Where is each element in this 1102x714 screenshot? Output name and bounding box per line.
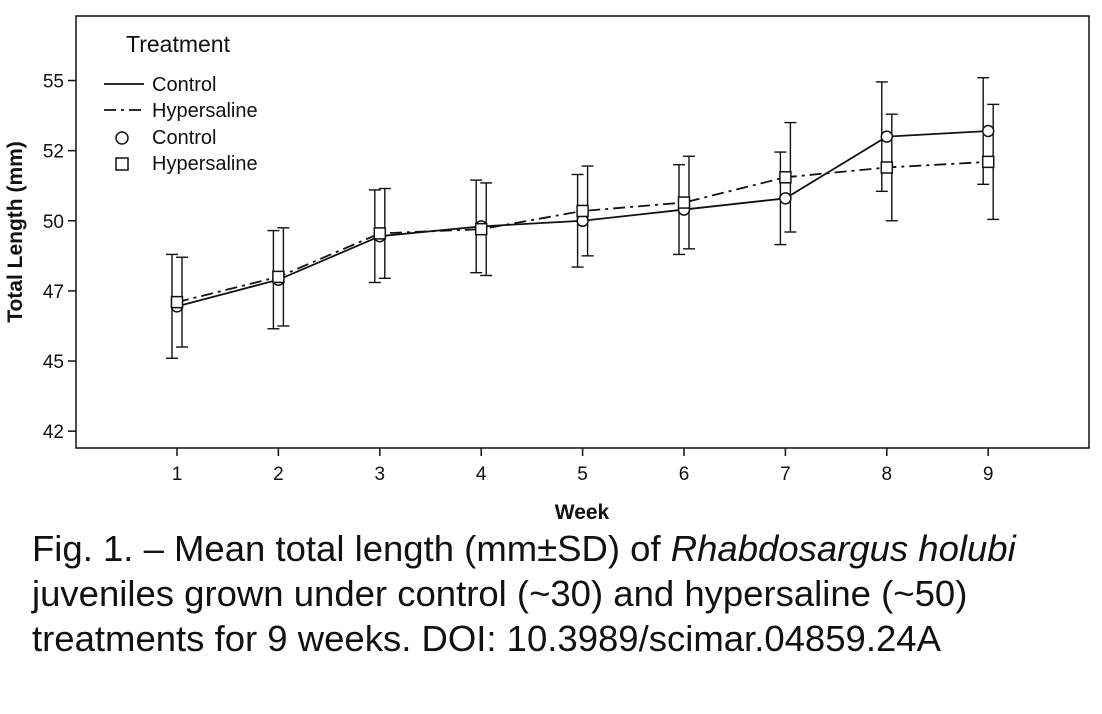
x-axis: 1 2 3 4 5 6 7 8 9 — [172, 448, 994, 485]
data-point-control — [779, 192, 792, 205]
x-tick-label: 7 — [780, 464, 791, 485]
data-point-control — [981, 124, 995, 138]
data-point-hypersaline — [272, 270, 285, 284]
series-line-hypersaline — [176, 160, 989, 304]
data-point-hypersaline — [677, 196, 691, 209]
legend-label-control-marker: Control — [152, 127, 216, 149]
data-point-control — [880, 130, 894, 143]
legend: Treatment Control Hypersaline Control Hy… — [104, 31, 258, 175]
caption-species: Rhabdosargus holubi — [670, 528, 1016, 569]
legend-marker-square — [115, 157, 129, 171]
data-point-hypersaline — [981, 155, 995, 169]
caption-prefix: Fig. 1. – Mean total length (mm±SD) of — [32, 528, 671, 569]
x-tick-label: 8 — [882, 464, 893, 485]
x-tick-label: 4 — [476, 464, 487, 485]
caption-suffix: juveniles grown under control (~30) and … — [32, 573, 968, 659]
y-tick-label: 55 — [43, 72, 64, 93]
data-point-hypersaline — [474, 222, 488, 236]
data-point-hypersaline — [170, 295, 184, 309]
series-markers — [170, 124, 995, 313]
data-point-hypersaline — [373, 227, 387, 240]
data-point-hypersaline — [880, 161, 894, 174]
legend-title: Treatment — [126, 31, 231, 57]
plot-area — [75, 15, 1090, 449]
x-tick-label: 3 — [375, 464, 386, 485]
x-axis-label: Week — [555, 501, 610, 520]
x-tick-label: 2 — [273, 464, 284, 485]
y-axis-label: Total Length (mm) — [4, 141, 27, 323]
y-tick-label: 45 — [43, 352, 64, 373]
legend-label-control-line: Control — [152, 74, 216, 96]
legend-marker-circle — [115, 131, 129, 145]
x-tick-label: 1 — [172, 464, 183, 485]
legend-label-hypersaline-marker: Hypersaline — [152, 153, 258, 175]
figure-caption: Fig. 1. – Mean total length (mm±SD) of R… — [32, 526, 1097, 661]
x-tick-label: 5 — [577, 464, 588, 485]
y-tick-label: 50 — [43, 212, 64, 233]
legend-label-hypersaline-line: Hypersaline — [152, 100, 258, 122]
y-axis: 42 45 47 50 52 55 — [43, 72, 76, 443]
x-tick-label: 9 — [983, 464, 994, 485]
data-point-hypersaline — [779, 171, 792, 184]
y-tick-label: 47 — [43, 282, 64, 303]
y-tick-label: 52 — [43, 142, 64, 163]
x-tick-label: 6 — [679, 464, 690, 485]
y-tick-label: 42 — [43, 422, 64, 443]
data-point-hypersaline — [576, 204, 589, 218]
